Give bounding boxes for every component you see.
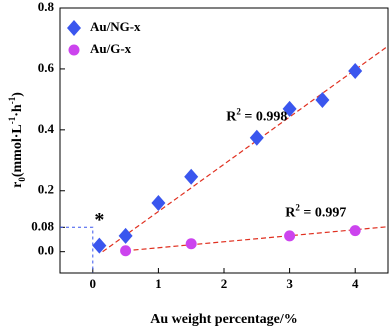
note-mark: * (94, 209, 104, 231)
x-tick-label: 0 (90, 276, 97, 291)
y-tick-label: 0.4 (38, 121, 55, 136)
data-point (120, 245, 132, 257)
data-point (118, 227, 133, 244)
y-label-part: -1 (7, 96, 17, 104)
legend-marker (67, 20, 81, 36)
y-tick-label: 0.8 (38, 0, 55, 14)
data-point (315, 91, 330, 108)
y-label-part: ) (10, 92, 25, 97)
data-point (249, 129, 264, 146)
r2-base: R (226, 110, 237, 125)
data-point (92, 237, 107, 254)
r2-rest: = 0.998 (241, 110, 287, 125)
x-tick-label: 1 (155, 276, 162, 291)
data-point (348, 63, 363, 80)
data-point (349, 225, 361, 237)
guide-line (60, 226, 94, 273)
data-point (151, 194, 166, 211)
r2-base: R (285, 206, 296, 221)
y-label-part: (mmol·L (10, 124, 25, 177)
fit-line (102, 45, 389, 253)
legend-marker (68, 44, 80, 56)
fit-line (125, 226, 389, 252)
y-label-part: -1 (7, 116, 17, 124)
x-tick-label: 3 (286, 276, 293, 291)
r2-annotation: R2 = 0.998 (226, 107, 287, 125)
y-label-part: ·h (10, 104, 25, 117)
data-point (284, 230, 296, 242)
y-tick-label: 0.08 (31, 218, 54, 233)
legend-label: Au/G-x (90, 41, 132, 56)
y-label-part: r (10, 182, 25, 188)
data-point (282, 100, 297, 117)
r2-sup: 2 (295, 203, 300, 213)
legend-label: Au/NG-x (90, 19, 141, 34)
y-tick-label: 0.0 (38, 243, 54, 258)
r2-annotation: R2 = 0.997 (285, 203, 346, 221)
x-tick-label: 4 (352, 276, 359, 291)
r2-rest: = 0.997 (300, 206, 346, 221)
x-axis-label: Au weight percentage/% (150, 312, 298, 327)
data-point (184, 168, 199, 185)
y-tick-label: 0.2 (38, 182, 54, 197)
x-tick-label: 2 (221, 276, 228, 291)
y-tick-label: 0.6 (38, 60, 55, 75)
data-point (185, 238, 197, 250)
y-axis-label: r0(mmol·L-1·h-1) (7, 92, 27, 188)
y-label-part: 0 (17, 177, 27, 182)
r2-sup: 2 (236, 107, 241, 117)
